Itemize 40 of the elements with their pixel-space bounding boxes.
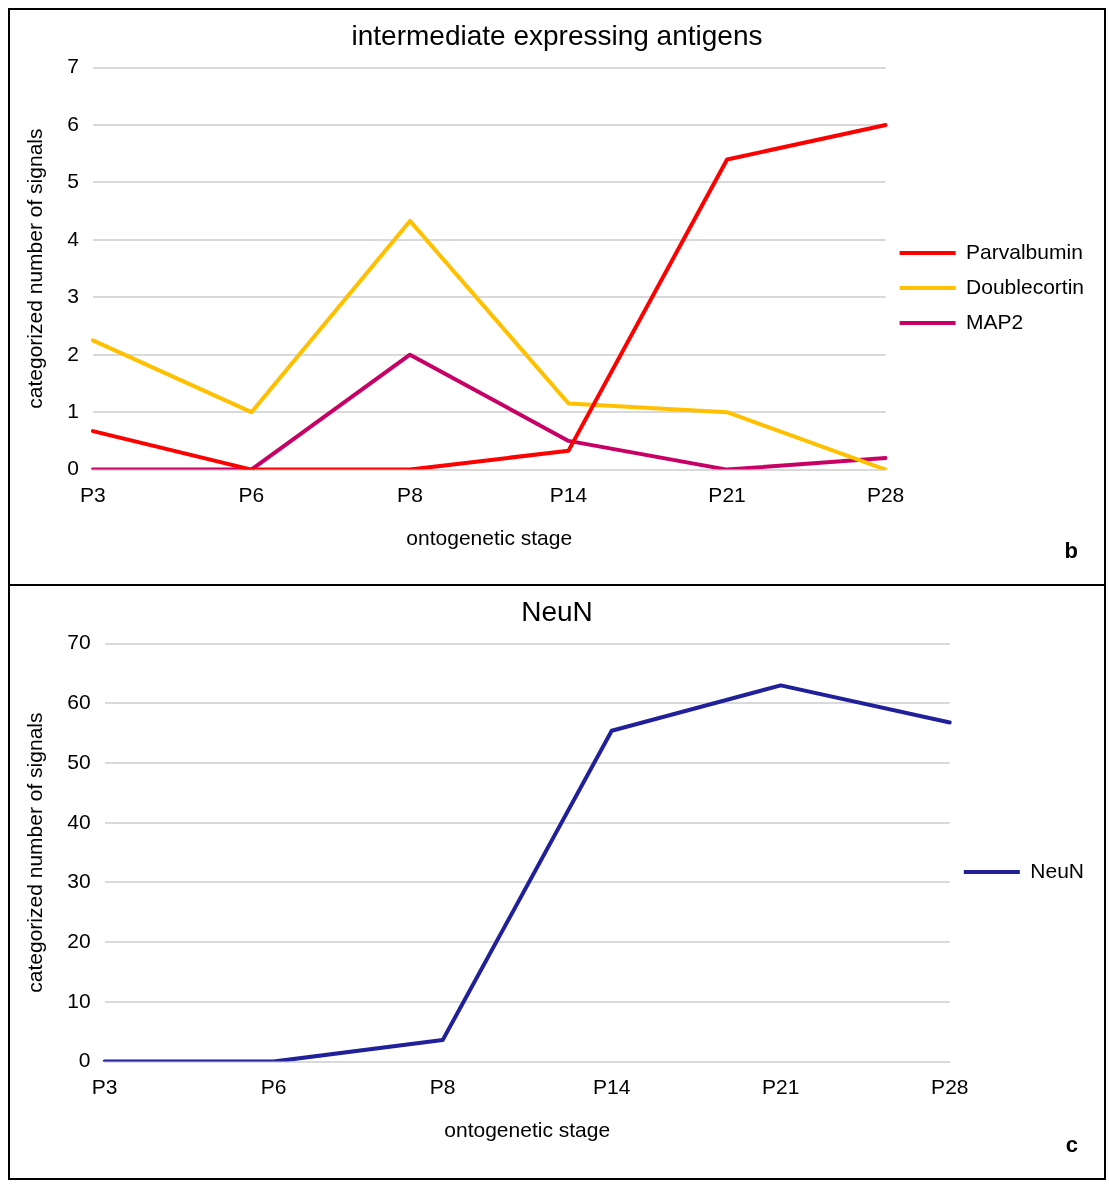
y-tick-label: 7 — [67, 54, 79, 78]
y-tick-label: 50 — [67, 749, 91, 773]
x-tick-label: P14 — [549, 483, 588, 506]
legend-label: Parvalbumin — [966, 239, 1083, 263]
x-tick-label: P8 — [429, 1075, 456, 1098]
y-tick-label: 30 — [67, 869, 91, 893]
text: b — [1064, 538, 1078, 564]
x-tick-label: P3 — [80, 483, 106, 506]
y-tick-label: 40 — [67, 809, 91, 833]
x-axis-title: ontogenetic stage — [406, 526, 573, 550]
legend-label: NeuN — [1030, 858, 1085, 882]
y-tick-label: 60 — [67, 690, 91, 714]
x-tick-label: P6 — [260, 1075, 287, 1098]
x-tick-label: P3 — [91, 1075, 118, 1098]
y-tick-label: 3 — [67, 284, 79, 308]
y-tick-label: 4 — [67, 226, 80, 250]
y-tick-label: 5 — [67, 169, 79, 193]
x-tick-label: P21 — [762, 1075, 800, 1098]
x-tick-label: P21 — [708, 483, 746, 506]
y-tick-label: 0 — [67, 456, 79, 480]
y-tick-label: 20 — [67, 928, 91, 952]
x-tick-label: P28 — [931, 1075, 969, 1098]
x-axis-title: ontogenetic stage — [444, 1118, 611, 1142]
y-tick-label: 10 — [67, 988, 91, 1012]
y-tick-label: 70 — [67, 630, 91, 654]
chart-title: intermediate expressing antigens — [351, 19, 763, 51]
y-axis-title: categorized number of signals — [23, 712, 47, 993]
x-tick-label: P8 — [397, 483, 423, 506]
y-tick-label: 1 — [67, 398, 79, 422]
y-tick-label: 0 — [78, 1048, 91, 1072]
chart-title: NeuN — [521, 595, 593, 627]
y-tick-label: 2 — [67, 341, 79, 365]
text: c — [1065, 1132, 1078, 1158]
y-axis-title: categorized number of signals — [23, 128, 47, 409]
x-tick-label: P14 — [593, 1075, 631, 1098]
y-tick-label: 6 — [67, 111, 79, 135]
x-tick-label: P28 — [866, 483, 905, 506]
legend-label: MAP2 — [966, 309, 1024, 333]
legend-label: Doublecortin — [966, 274, 1085, 298]
x-tick-label: P6 — [238, 483, 265, 506]
